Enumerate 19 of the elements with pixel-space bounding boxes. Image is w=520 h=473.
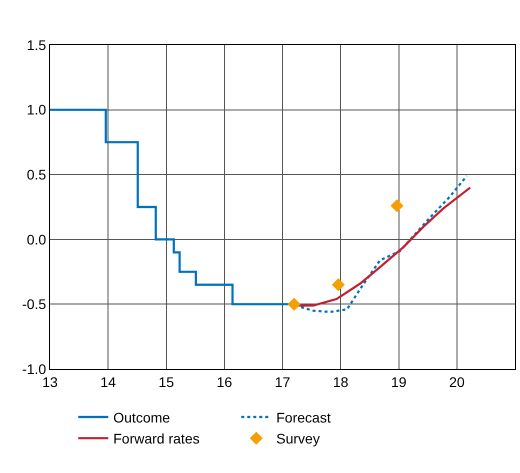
point <box>288 298 301 311</box>
y-tick-label: 0.0 <box>26 231 46 248</box>
x-tick-label: 15 <box>158 374 174 390</box>
x-tick-label: 19 <box>390 374 407 390</box>
y-tick-label: 1.5 <box>26 36 46 53</box>
y-tick-label: 0.5 <box>26 166 46 182</box>
point <box>390 199 404 212</box>
y-tick-label: -0.5 <box>22 296 46 312</box>
legend-label: Outcome <box>113 409 170 426</box>
x-tick-label: 17 <box>274 374 290 390</box>
x-tick-label: 16 <box>216 374 232 390</box>
x-tick-label: 14 <box>100 374 116 390</box>
legend-label: Forecast <box>276 409 331 426</box>
legend-label: Survey <box>276 430 320 447</box>
point <box>332 278 345 292</box>
x-tick-label: 20 <box>449 374 465 390</box>
legend-label: Forward rates <box>113 430 200 447</box>
y-tick-label: 1.0 <box>26 102 46 118</box>
x-tick-label: 18 <box>332 374 349 390</box>
